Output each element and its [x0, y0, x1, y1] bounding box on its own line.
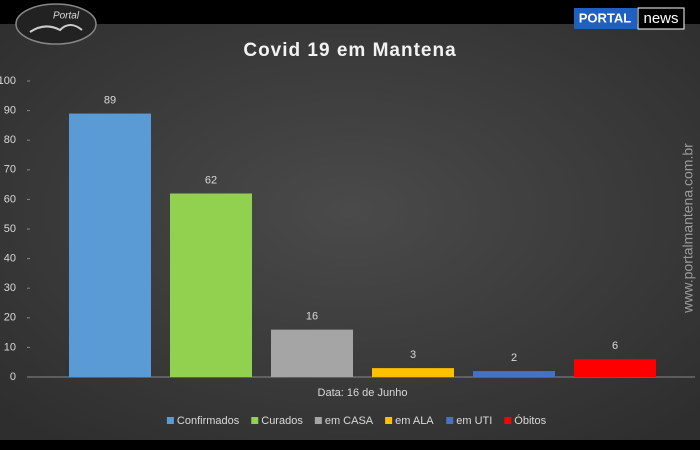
watermark: www.portalmantena.com.br — [680, 143, 696, 314]
y-tick-label: 40 — [4, 253, 16, 265]
legend-label: em CASA — [325, 415, 374, 427]
badge-left: PORTAL — [579, 10, 632, 25]
data-label: 6 — [612, 340, 618, 352]
y-tick-label: 70 — [4, 164, 16, 176]
legend-label: Confirmados — [177, 415, 240, 427]
y-tick-label: 80 — [4, 134, 16, 146]
bar — [473, 371, 555, 377]
logo-badge — [15, 3, 97, 45]
legend-label: Curados — [261, 415, 303, 427]
bar — [372, 368, 454, 377]
data-label: 2 — [511, 352, 517, 364]
data-label: 89 — [104, 94, 116, 106]
legend-label: Óbitos — [514, 414, 546, 427]
y-tick-label: 30 — [4, 282, 16, 294]
logo-swoosh — [29, 24, 83, 33]
bar — [271, 329, 353, 377]
legend-swatch — [166, 417, 174, 424]
bar — [170, 193, 252, 377]
data-label: 3 — [410, 349, 416, 361]
badge-left-box — [574, 8, 637, 29]
legend-swatch — [251, 417, 259, 424]
legend-label: em ALA — [395, 415, 434, 427]
legend-label: em UTI — [456, 415, 492, 427]
legend-swatch — [314, 417, 322, 424]
data-label: 62 — [205, 174, 217, 186]
legend-swatch — [504, 417, 512, 424]
y-tick-label: 60 — [4, 193, 16, 205]
data-label: 16 — [306, 311, 318, 323]
y-tick-label: 90 — [4, 105, 16, 117]
logo-text: Portal — [53, 11, 80, 22]
y-tick-label: 20 — [4, 312, 16, 324]
y-tick-label: 0 — [10, 371, 16, 383]
y-tick-label: 100 — [0, 75, 16, 87]
y-tick-label: 10 — [4, 341, 16, 353]
legend-swatch — [385, 417, 393, 424]
legend-swatch — [446, 417, 454, 424]
y-tick-label: 50 — [4, 223, 16, 235]
bar — [574, 359, 656, 377]
badge-right-box — [637, 7, 685, 30]
bar — [69, 113, 151, 377]
chart-title: Covid 19 em Mantena — [243, 40, 456, 61]
x-axis-label: Data: 16 de Junho — [318, 387, 408, 399]
badge-right: news — [643, 10, 678, 27]
